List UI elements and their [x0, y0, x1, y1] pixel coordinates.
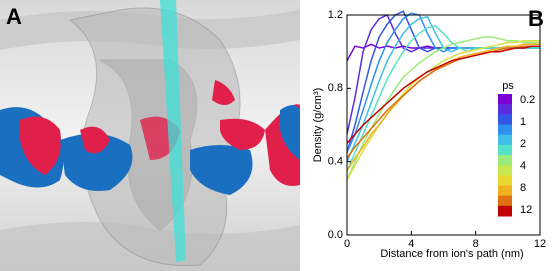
- panel-label: B: [528, 6, 544, 31]
- colorbar-label: 12: [520, 204, 532, 216]
- y-axis-label: Density (g/cm³): [312, 88, 324, 163]
- colorbar-label: 2: [520, 138, 526, 150]
- colorbar-swatch: [498, 94, 512, 105]
- y-tick-label: 0.0: [328, 229, 343, 241]
- colorbar-label: 8: [520, 182, 526, 194]
- colorbar-label: 4: [520, 160, 526, 172]
- colorbar-swatch: [498, 144, 512, 156]
- panel-label: A: [6, 4, 22, 29]
- colorbar-swatch: [498, 134, 512, 146]
- colorbar-label: 1: [520, 116, 526, 128]
- colorbar-swatch: [498, 104, 512, 115]
- x-axis-label: Distance from ion's path (nm): [380, 248, 523, 260]
- colorbar-label: 0.2: [520, 94, 535, 106]
- colorbar-swatch: [498, 124, 512, 136]
- x-tick-label: 4: [408, 238, 414, 250]
- colorbar-swatch: [498, 114, 512, 125]
- plot-frame: [346, 14, 541, 236]
- series-line: [346, 45, 540, 144]
- y-tick-label: 1.2: [328, 9, 343, 21]
- series-line: [346, 36, 540, 181]
- colorbar-swatch: [498, 155, 512, 166]
- colorbar-swatch: [498, 205, 512, 217]
- y-tick-label: 0.8: [328, 82, 343, 94]
- colorbar-swatch: [498, 185, 512, 197]
- plot-area: [346, 10, 540, 181]
- colorbar-title: ps: [502, 80, 514, 92]
- x-tick-label: 0: [344, 238, 350, 250]
- colorbar-swatch: [498, 175, 512, 186]
- x-tick-label: 8: [473, 238, 479, 250]
- y-tick-label: 0.4: [328, 156, 343, 168]
- x-tick-label: 12: [534, 238, 546, 250]
- colorbar-swatch: [498, 165, 512, 176]
- series-line: [346, 45, 540, 159]
- panel-a-image: [0, 0, 300, 271]
- colorbar-swatch: [498, 195, 512, 207]
